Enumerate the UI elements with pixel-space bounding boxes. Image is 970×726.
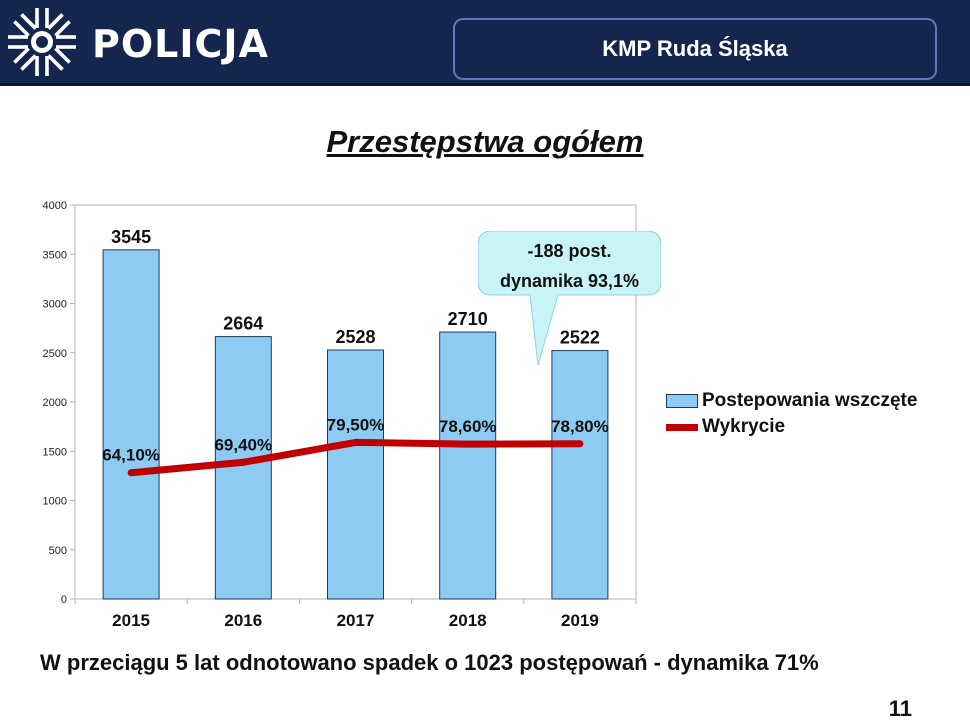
bar-value-label: 2710	[448, 309, 488, 329]
line-value-label: 78,80%	[551, 417, 609, 436]
line-point	[464, 440, 472, 448]
brand-name: POLICJA	[92, 22, 269, 66]
annotation-line-1: -188 post.	[527, 241, 612, 261]
star-ray	[47, 54, 64, 71]
star-ray	[20, 13, 37, 30]
bar-value-label: 2528	[335, 327, 375, 347]
line-value-label: 78,60%	[439, 417, 497, 436]
legend-item-bars: Postepowania wszczęte	[666, 388, 917, 414]
unit-name-box: KMP Ruda Śląska	[453, 18, 937, 80]
y-tick-label: 2000	[43, 397, 67, 409]
legend-item-line: Wykrycie	[666, 414, 917, 440]
annotation-text: -188 post. dynamika 93,1%	[478, 236, 661, 296]
x-tick-label: 2017	[337, 611, 375, 630]
star-ray	[47, 13, 64, 30]
star-ray	[8, 45, 28, 49]
star-ray	[45, 56, 49, 76]
annotation-line-2: dynamika 93,1%	[499, 271, 640, 291]
bar	[327, 349, 384, 600]
line-value-label: 79,50%	[327, 415, 385, 434]
y-tick-label: 500	[49, 545, 67, 557]
chart-legend: Postepowania wszczęte Wykrycie	[666, 388, 917, 440]
page-number: 11	[888, 696, 912, 721]
bar	[102, 249, 160, 600]
chart-title: Przestępstwa ogółem	[326, 124, 644, 159]
bar	[439, 331, 497, 600]
legend-swatch-line	[666, 423, 698, 431]
bar-value-label: 2664	[223, 314, 263, 334]
legend-swatch-bars	[666, 394, 698, 408]
star-ray	[56, 35, 76, 39]
y-tick-label: 1500	[43, 446, 67, 458]
y-tick-label: 3500	[43, 249, 67, 261]
annotation-bubble	[478, 231, 661, 365]
y-tick-label: 2500	[43, 348, 67, 360]
y-tick-label: 0	[61, 594, 67, 606]
legend-label-bars: Postepowania wszczęte	[702, 390, 918, 411]
chart: 3545 2664 2528 2710 2522 64,10% 69,40% 79,50% 7…	[43, 200, 637, 630]
star-ray	[56, 45, 76, 49]
bar-value-label: 3545	[111, 227, 151, 247]
star-ray	[45, 8, 49, 28]
summary-text: W przeciągu 5 lat odnotowano spadek o 10…	[40, 650, 819, 675]
line-point	[239, 458, 247, 466]
star-ray	[13, 47, 30, 64]
y-tick-label: 3000	[43, 299, 67, 311]
y-tick-label: 1000	[43, 496, 67, 508]
star-ray	[54, 20, 71, 37]
star-ray	[35, 8, 39, 28]
x-tick-label: 2015	[112, 611, 150, 630]
star-ray	[8, 35, 28, 39]
y-tick-label: 4000	[43, 200, 67, 212]
star-ray	[35, 56, 39, 76]
police-star-icon	[8, 8, 76, 76]
line-point	[127, 469, 135, 477]
x-tick-label: 2018	[449, 611, 487, 630]
star-ray	[13, 20, 30, 37]
line-value-label: 64,10%	[102, 446, 160, 465]
star-ray	[54, 47, 71, 64]
line-point	[352, 438, 359, 446]
bar-value-label: 2522	[560, 328, 600, 348]
legend-label-line: Wykrycie	[702, 416, 786, 437]
x-tick-label: 2019	[561, 611, 599, 630]
x-tick-label: 2016	[224, 611, 262, 630]
star-ray	[20, 54, 37, 71]
bar	[551, 350, 609, 600]
bar	[214, 336, 272, 600]
line-value-label: 69,40%	[214, 435, 272, 454]
header-bar: POLICJA KMP Ruda Śląska	[0, 0, 970, 86]
line-point	[576, 440, 584, 448]
